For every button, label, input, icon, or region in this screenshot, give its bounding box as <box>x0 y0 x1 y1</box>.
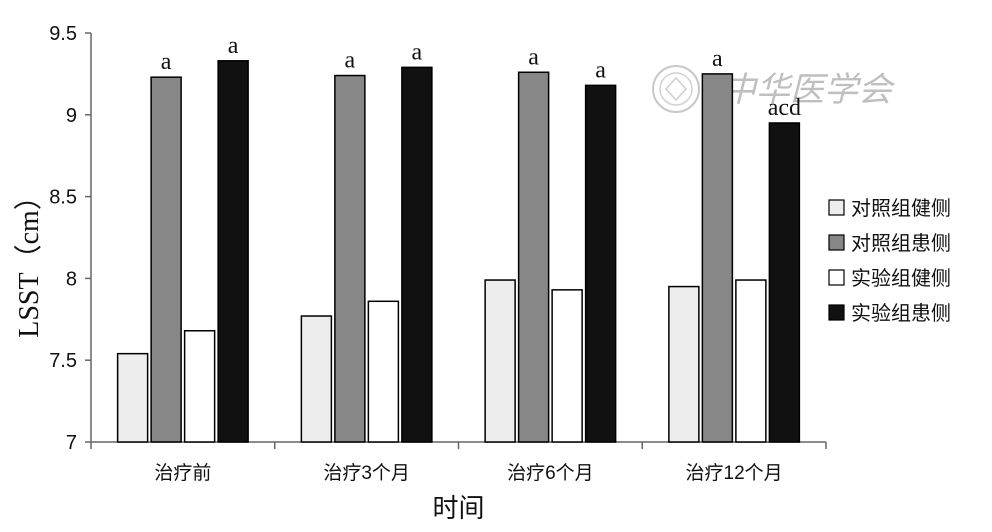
bars <box>116 60 801 443</box>
y-tick-label: 8 <box>66 268 77 290</box>
bar <box>367 300 400 443</box>
bar-annotation: a <box>412 39 423 65</box>
y-tick-label: 9.5 <box>49 23 77 45</box>
y-tick-label: 7 <box>66 432 77 454</box>
x-category-label: 治疗6个月 <box>507 462 594 484</box>
bar-annotation: acd <box>768 95 801 121</box>
x-category-label: 治疗3个月 <box>323 462 410 484</box>
legend-swatch <box>828 269 845 286</box>
x-axis-title: 时间 <box>432 493 484 523</box>
bar-annotation: a <box>161 49 172 75</box>
x-category-label: 治疗前 <box>154 462 211 484</box>
bar-annotation: a <box>228 33 239 59</box>
bar <box>584 84 617 443</box>
y-axis-title: LSST（cm） <box>13 182 45 338</box>
bar <box>150 76 182 443</box>
y-tick-label: 9 <box>66 105 77 127</box>
bar <box>517 71 550 443</box>
legend-entry: 对照组患侧 <box>851 232 951 255</box>
watermark: 中华医学会 <box>652 65 896 113</box>
bar <box>217 60 249 443</box>
legend-swatch <box>828 199 845 216</box>
x-category-label: 治疗12个月 <box>686 462 783 484</box>
legend-swatch <box>828 304 845 321</box>
bar <box>300 315 333 443</box>
bar-annotation: a <box>528 44 539 70</box>
bar <box>768 122 801 443</box>
bar-annotation: a <box>712 46 723 72</box>
legend-entry: 实验组健侧 <box>851 267 951 290</box>
bar <box>401 66 433 443</box>
bar <box>116 352 149 443</box>
bar <box>551 289 583 443</box>
legend-swatch <box>828 234 845 251</box>
bar-annotation: a <box>595 57 606 83</box>
bar <box>183 330 216 443</box>
y-tick-label: 8.5 <box>49 187 77 209</box>
bar <box>701 73 734 443</box>
bar <box>484 279 516 443</box>
watermark-seal-icon <box>652 65 700 113</box>
watermark-text: 中华医学会 <box>722 70 896 110</box>
legend-entry: 实验组患侧 <box>851 302 951 325</box>
bar <box>735 279 767 443</box>
legend-entry: 对照组健侧 <box>851 197 951 220</box>
bar <box>668 285 700 443</box>
y-tick-label: 7.5 <box>49 350 77 372</box>
bar <box>334 74 366 443</box>
bar-annotation: a <box>345 48 356 74</box>
